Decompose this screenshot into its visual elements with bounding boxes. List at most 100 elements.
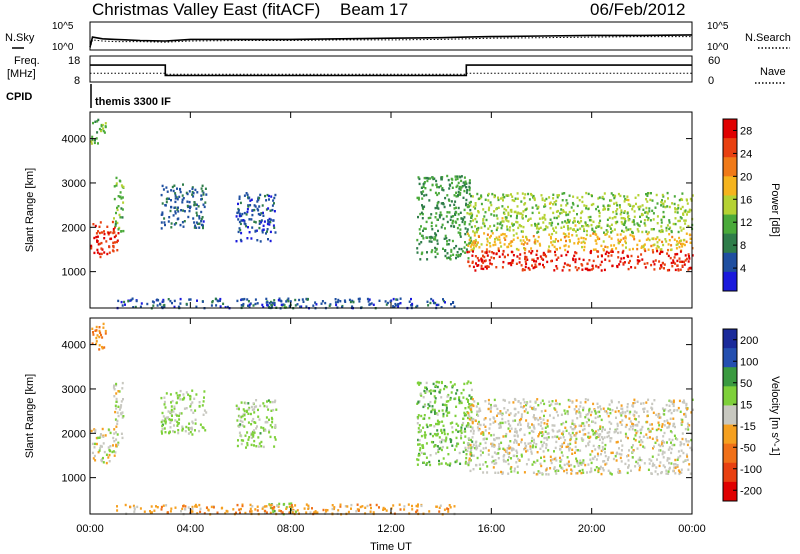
heat-cell bbox=[632, 423, 635, 426]
noise-right-label: N.Search bbox=[745, 32, 791, 44]
heat-cell bbox=[604, 233, 607, 236]
heat-cell bbox=[546, 226, 549, 229]
heat-cell bbox=[566, 218, 569, 222]
heat-cell bbox=[359, 505, 362, 509]
heat-cell bbox=[566, 202, 569, 205]
heat-cell bbox=[245, 225, 248, 228]
heat-cell bbox=[632, 402, 635, 405]
heat-cell bbox=[186, 192, 189, 196]
heat-cell bbox=[247, 402, 250, 405]
heat-cell bbox=[179, 297, 182, 301]
heat-cell bbox=[98, 127, 101, 131]
heat-cell bbox=[475, 231, 478, 234]
heat-cell bbox=[526, 242, 529, 245]
heat-cell bbox=[582, 438, 585, 441]
heat-cell bbox=[508, 243, 511, 246]
heat-cell bbox=[467, 244, 470, 247]
heat-cell bbox=[552, 211, 555, 215]
heat-cell bbox=[200, 198, 203, 201]
heat-cell bbox=[676, 259, 679, 263]
heat-cell bbox=[506, 409, 509, 412]
heat-cell bbox=[372, 303, 375, 306]
heat-cell bbox=[482, 447, 485, 450]
heat-cell bbox=[236, 419, 239, 422]
heat-cell bbox=[341, 306, 343, 309]
heat-cell bbox=[503, 196, 506, 199]
heat-cell bbox=[522, 210, 525, 213]
heat-cell bbox=[254, 302, 257, 306]
heat-cell bbox=[542, 251, 545, 255]
heat-cell bbox=[277, 505, 280, 508]
heat-cell bbox=[177, 431, 180, 435]
heat-cell bbox=[258, 418, 261, 421]
heat-cell bbox=[676, 409, 679, 412]
heat-cell bbox=[577, 267, 580, 270]
heat-cell bbox=[476, 264, 479, 267]
heat-cell bbox=[246, 431, 249, 434]
heat-cell bbox=[134, 305, 137, 309]
heat-cell bbox=[674, 222, 677, 226]
heat-cell bbox=[550, 403, 553, 406]
heat-cell bbox=[552, 430, 555, 433]
heat-cell bbox=[620, 449, 623, 452]
heat-cell bbox=[281, 511, 284, 514]
heat-cell bbox=[503, 453, 506, 457]
heat-cell bbox=[443, 432, 446, 436]
heat-cell bbox=[417, 438, 419, 442]
heat-cell bbox=[651, 437, 654, 440]
heat-cell bbox=[493, 451, 496, 454]
heat-cell bbox=[617, 238, 620, 241]
heat-cell bbox=[535, 260, 538, 263]
heat-cell bbox=[107, 233, 110, 236]
colorbar-swatch bbox=[723, 367, 737, 387]
heat-cell bbox=[520, 438, 523, 441]
heat-cell bbox=[468, 179, 471, 182]
heat-cell bbox=[337, 509, 340, 512]
heat-cell bbox=[94, 430, 97, 433]
heat-cell bbox=[525, 419, 528, 422]
heat-cell bbox=[542, 433, 545, 436]
heat-cell bbox=[495, 228, 498, 232]
heat-cell bbox=[534, 222, 536, 226]
heat-cell bbox=[472, 417, 475, 421]
heat-cell bbox=[438, 186, 441, 189]
heat-cell bbox=[565, 211, 567, 214]
heat-cell bbox=[389, 300, 392, 303]
heat-cell bbox=[673, 466, 676, 469]
heat-cell bbox=[178, 414, 180, 418]
heat-cell bbox=[613, 196, 616, 200]
heat-cell bbox=[91, 342, 94, 345]
heat-cell bbox=[498, 426, 501, 429]
heat-cell bbox=[171, 301, 173, 305]
heat-cell bbox=[641, 440, 644, 444]
heat-cell bbox=[160, 227, 163, 230]
heat-cell bbox=[446, 432, 449, 436]
heat-cell bbox=[251, 505, 254, 508]
heat-cell bbox=[421, 217, 424, 220]
heat-cell bbox=[660, 266, 663, 269]
heat-cell bbox=[554, 240, 556, 243]
heat-cell bbox=[469, 425, 472, 428]
heat-cell bbox=[639, 215, 641, 218]
heat-cell bbox=[674, 210, 677, 214]
heat-cell bbox=[480, 267, 483, 270]
heat-cell bbox=[553, 424, 556, 427]
heat-cell bbox=[557, 215, 560, 218]
heat-cell bbox=[571, 452, 574, 455]
heat-cell bbox=[442, 415, 445, 418]
colorbar-frame bbox=[722, 118, 738, 292]
heat-cell bbox=[620, 407, 623, 410]
heat-cell bbox=[470, 388, 473, 392]
heat-cell bbox=[597, 266, 600, 269]
heat-cell bbox=[214, 297, 217, 300]
heat-cell bbox=[586, 262, 589, 266]
heat-cell bbox=[478, 422, 480, 426]
heat-cell bbox=[645, 433, 648, 436]
heat-cell bbox=[526, 238, 528, 241]
heat-cell bbox=[511, 199, 514, 202]
heat-cell bbox=[651, 209, 654, 212]
heat-cell bbox=[453, 383, 456, 386]
heat-cell bbox=[610, 250, 613, 253]
heat-cell bbox=[511, 261, 514, 264]
heat-cell bbox=[667, 243, 670, 246]
